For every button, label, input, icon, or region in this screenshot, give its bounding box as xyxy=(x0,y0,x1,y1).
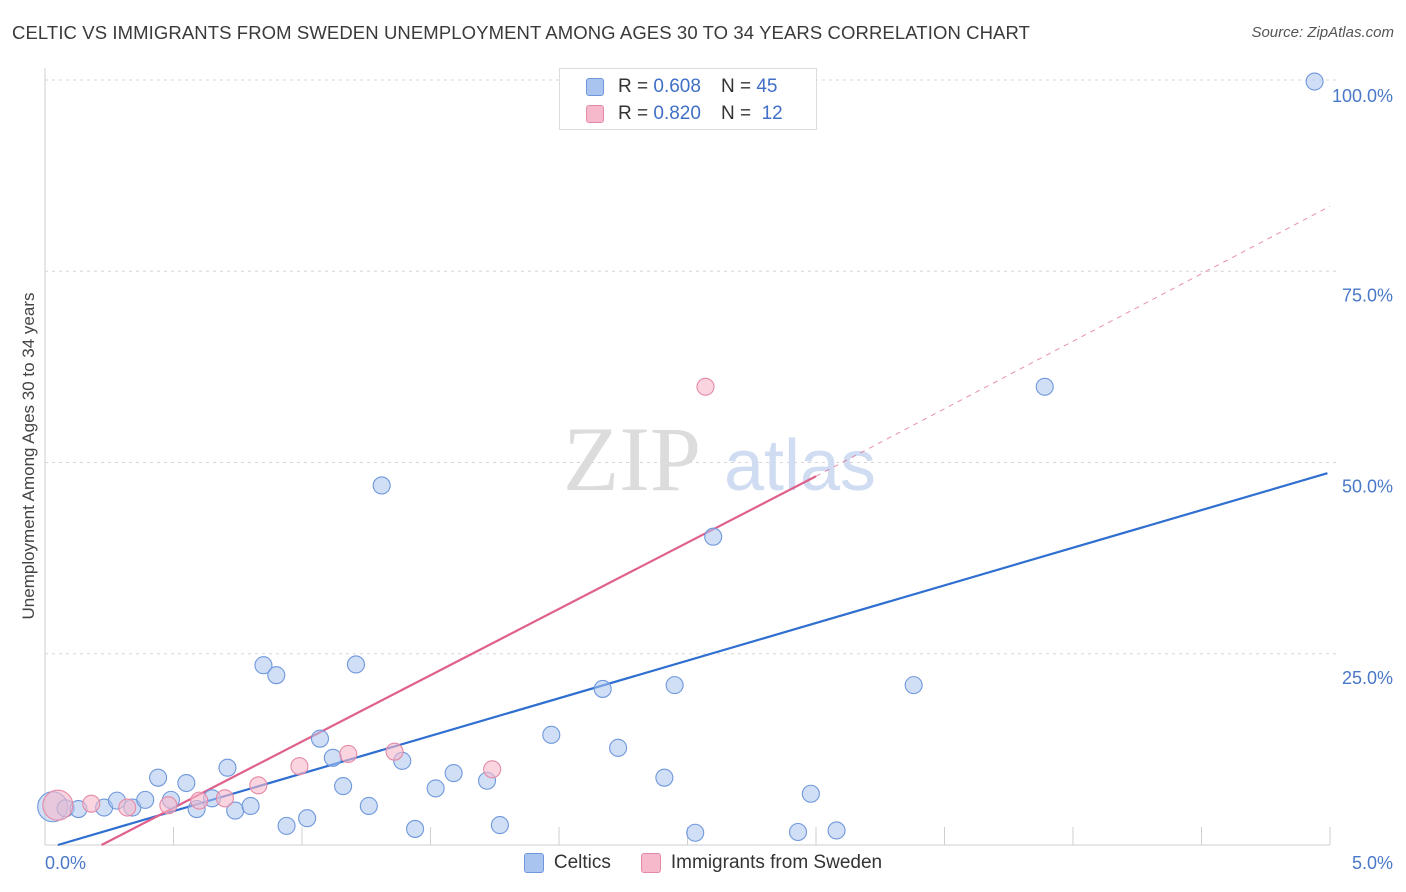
trend-lines xyxy=(57,205,1331,847)
legend-swatch-celtics xyxy=(586,78,604,96)
point-celtics-26 xyxy=(406,819,425,838)
point-celtics-39 xyxy=(801,784,820,803)
point-celtics-28 xyxy=(444,764,463,783)
legend-r-value-sweden: 0.820 xyxy=(653,103,701,124)
point-celtics-37 xyxy=(704,527,723,546)
point-celtics-40 xyxy=(827,821,846,840)
point-celtics-23 xyxy=(359,796,378,816)
y-tick-label-2: 75.0% xyxy=(1342,285,1393,305)
legend-item-celtics[interactable]: Celtics xyxy=(523,852,611,874)
trend-line-0 xyxy=(57,472,1328,847)
point-celtics-7 xyxy=(149,768,168,787)
point-celtics-16 xyxy=(267,666,286,685)
point-sweden-8 xyxy=(339,744,358,764)
legend-n-value-sweden: 12 xyxy=(761,103,783,124)
point-celtics-27 xyxy=(426,779,445,798)
watermark: ZIP atlas xyxy=(563,408,876,510)
watermark-atlas: atlas xyxy=(724,426,876,506)
point-celtics-14 xyxy=(241,796,260,816)
legend-r-value-celtics: 0.608 xyxy=(653,76,701,97)
point-celtics-20 xyxy=(323,748,342,767)
stats-legend: R = 0.608 N = 45 R = 0.820 N = 12 xyxy=(559,68,817,130)
legend-n-label: N = xyxy=(720,76,752,97)
legend-row-sweden: R = 0.820 N = 12 xyxy=(586,102,783,126)
point-sweden-4 xyxy=(190,791,209,810)
point-celtics-9 xyxy=(177,773,196,793)
x-tick-label-1: 5.0% xyxy=(1352,853,1393,873)
point-celtics-19 xyxy=(310,729,330,748)
legend-swatch-sweden xyxy=(586,105,604,123)
legend-r-label: R = xyxy=(618,76,649,97)
legend-swatch-celtics xyxy=(523,853,544,873)
point-sweden-0 xyxy=(42,789,74,821)
point-celtics-36 xyxy=(686,823,705,842)
legend-swatch-sweden xyxy=(640,853,661,873)
point-celtics-22 xyxy=(346,655,366,674)
point-celtics-43 xyxy=(1305,72,1324,91)
point-sweden-9 xyxy=(385,742,404,761)
point-celtics-6 xyxy=(136,790,155,809)
legend-label-celtics: Celtics xyxy=(553,852,611,873)
point-sweden-10 xyxy=(483,760,502,779)
trend-line-dashed-1 xyxy=(815,205,1331,477)
legend-r-label: R = xyxy=(618,103,649,124)
point-celtics-24 xyxy=(372,476,391,495)
trend-line-1 xyxy=(101,475,817,846)
legend-n-label: N = xyxy=(720,103,752,124)
legend-item-sweden[interactable]: Immigrants from Sweden xyxy=(640,852,883,874)
point-celtics-35 xyxy=(665,676,684,695)
legend-label-sweden: Immigrants from Sweden xyxy=(670,852,883,873)
point-celtics-42 xyxy=(1035,377,1054,396)
point-sweden-3 xyxy=(159,796,178,815)
chart-title: CELTIC VS IMMIGRANTS FROM SWEDEN UNEMPLO… xyxy=(12,22,1031,43)
point-sweden-11 xyxy=(696,377,715,396)
point-sweden-5 xyxy=(215,789,234,808)
y-tick-label-3: 100.0% xyxy=(1332,86,1393,106)
point-celtics-17 xyxy=(277,816,296,835)
point-sweden-2 xyxy=(118,798,137,817)
y-tick-label-0: 25.0% xyxy=(1342,668,1393,688)
point-celtics-18 xyxy=(298,809,317,828)
point-celtics-21 xyxy=(334,777,353,796)
point-celtics-15 xyxy=(254,656,273,675)
watermark-zip: ZIP xyxy=(563,408,701,510)
y-tick-label-1: 50.0% xyxy=(1342,477,1393,497)
point-celtics-38 xyxy=(788,822,808,842)
point-celtics-12 xyxy=(218,758,237,777)
legend-n-value-celtics: 45 xyxy=(756,76,778,97)
point-sweden-1 xyxy=(82,794,101,813)
series-legend: Celtics Immigrants from Sweden xyxy=(0,852,1406,874)
point-celtics-31 xyxy=(542,725,561,744)
legend-row-celtics: R = 0.608 N = 45 xyxy=(586,75,777,99)
grid xyxy=(45,79,1340,655)
point-celtics-32 xyxy=(593,679,612,698)
data-points xyxy=(37,72,1324,842)
point-celtics-30 xyxy=(490,816,509,835)
source-label: Source: ZipAtlas.com xyxy=(1251,24,1394,41)
tick-labels: 25.0% 50.0% 75.0% 100.0% 0.0% 5.0% xyxy=(45,86,1393,873)
point-celtics-33 xyxy=(609,738,628,757)
point-celtics-34 xyxy=(655,768,674,787)
point-sweden-7 xyxy=(290,757,309,776)
point-celtics-41 xyxy=(904,676,923,695)
x-tick-label-0: 0.0% xyxy=(45,853,86,873)
y-axis-label: Unemployment Among Ages 30 to 34 years xyxy=(19,293,38,620)
point-sweden-6 xyxy=(249,776,268,795)
